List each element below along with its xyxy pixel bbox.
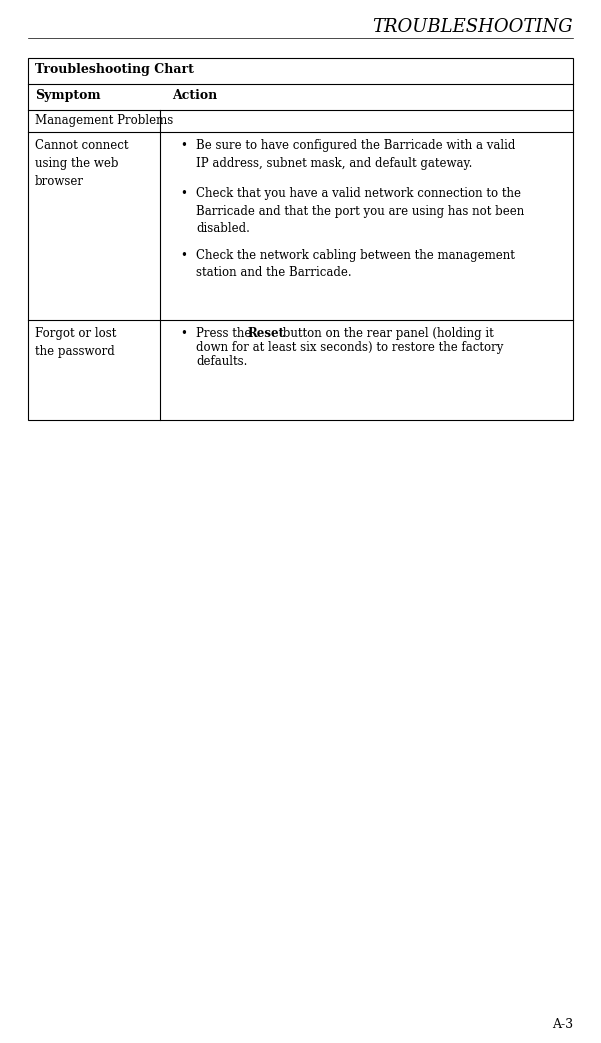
Text: Symptom: Symptom — [35, 89, 100, 102]
Text: button on the rear panel (holding it: button on the rear panel (holding it — [279, 328, 493, 340]
Text: Press the: Press the — [196, 328, 255, 340]
Text: •: • — [180, 328, 187, 340]
Text: •: • — [180, 139, 187, 152]
Text: Cannot connect
using the web
browser: Cannot connect using the web browser — [35, 139, 129, 188]
Text: •: • — [180, 249, 187, 262]
Text: down for at least six seconds) to restore the factory: down for at least six seconds) to restor… — [196, 341, 504, 354]
Text: defaults.: defaults. — [196, 355, 248, 368]
Text: A-3: A-3 — [552, 1018, 573, 1030]
Text: Check that you have a valid network connection to the
Barricade and that the por: Check that you have a valid network conn… — [196, 187, 524, 235]
Text: Check the network cabling between the management
station and the Barricade.: Check the network cabling between the ma… — [196, 249, 515, 280]
Text: Action: Action — [172, 89, 217, 102]
Text: TROUBLESHOOTING: TROUBLESHOOTING — [373, 18, 573, 37]
Text: Forgot or lost
the password: Forgot or lost the password — [35, 328, 117, 358]
Text: Reset: Reset — [248, 328, 285, 340]
Bar — [28, 58, 573, 420]
Text: •: • — [180, 187, 187, 200]
Text: Management Problems: Management Problems — [35, 114, 173, 127]
Text: Troubleshooting Chart: Troubleshooting Chart — [35, 63, 194, 76]
Text: Be sure to have configured the Barricade with a valid
IP address, subnet mask, a: Be sure to have configured the Barricade… — [196, 139, 516, 170]
